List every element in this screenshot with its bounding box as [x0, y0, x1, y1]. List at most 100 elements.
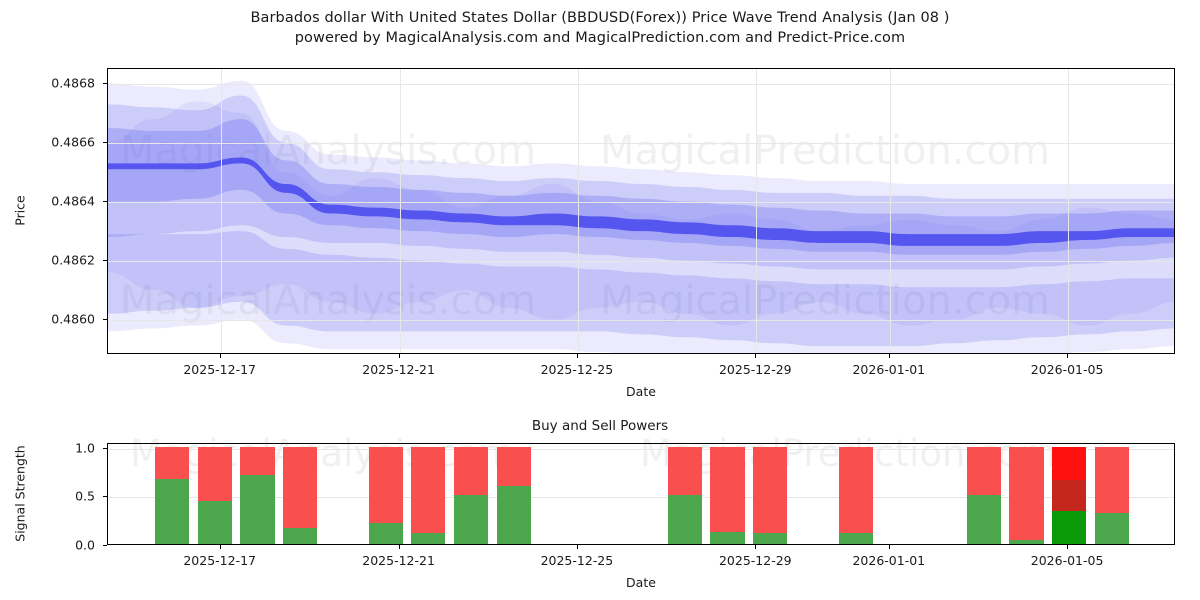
y-tick-label: 0.4862 [51, 252, 95, 268]
x-tick-mark [576, 545, 578, 549]
power-chart-title-block: Buy and Sell Powers [0, 418, 1200, 434]
sell-power-segment [240, 446, 275, 476]
x-tick-mark [888, 545, 890, 549]
y-tick-mark [103, 82, 107, 84]
power-bar[interactable] [966, 446, 1001, 544]
power-bar[interactable] [838, 446, 873, 544]
sell-power-segment [1009, 446, 1044, 541]
buy-power-segment [411, 533, 446, 544]
price-wave-plot-area [107, 68, 1175, 354]
x-tick-label: 2025-12-21 [362, 362, 435, 377]
buy-power-segment [1094, 512, 1129, 544]
band-core [108, 157, 1174, 246]
buy-power-segment [966, 495, 1001, 544]
power-x-axis-label: Date [626, 575, 656, 590]
y-tick-mark [103, 545, 107, 546]
sell-power-segment [454, 446, 489, 496]
x-tick-label: 2025-12-25 [540, 553, 614, 568]
buy-power-segment [496, 485, 531, 544]
y-tick-label: 0.5 [75, 488, 95, 504]
gridline-vertical [889, 69, 891, 353]
sell-power-segment [411, 446, 446, 534]
y-tick-mark [103, 200, 107, 202]
power-bar[interactable] [240, 446, 275, 544]
x-tick-mark [219, 354, 221, 358]
power-bar[interactable] [1009, 446, 1044, 544]
power-bar[interactable] [197, 446, 232, 544]
sell-power-segment [154, 446, 190, 479]
wave-envelope-2 [108, 101, 1174, 326]
gridline-horizontal [108, 142, 1174, 144]
buy-power-segment [454, 495, 489, 544]
power-bar[interactable] [1052, 446, 1087, 544]
gridline-horizontal [108, 260, 1174, 262]
buy-sell-power-plot-area [107, 443, 1175, 545]
sell-power-segment [966, 446, 1001, 496]
power-bar[interactable] [411, 446, 446, 544]
gridline-horizontal [108, 319, 1174, 321]
x-tick-label: 2025-12-29 [718, 362, 792, 377]
sell-power-segment [283, 446, 318, 528]
gridline-vertical [220, 69, 222, 353]
price-x-axis-label: Date [626, 384, 656, 399]
buy-power-segment [838, 533, 873, 544]
x-tick-mark [755, 545, 757, 549]
buy-power-segment [710, 532, 745, 544]
x-tick-label: 2026-01-05 [1030, 362, 1104, 377]
figure-title: Barbados dollar With United States Dolla… [0, 8, 1200, 48]
power-bar[interactable] [667, 446, 702, 544]
y-tick-mark [103, 496, 107, 498]
buy-power-segment [283, 527, 318, 544]
power-bar[interactable] [710, 446, 745, 544]
gridline-horizontal [108, 448, 1174, 450]
y-tick-mark [103, 141, 107, 143]
x-tick-mark [1067, 354, 1069, 358]
sell-power-segment [197, 446, 232, 502]
gridline-vertical [577, 69, 579, 353]
power-bar[interactable] [753, 446, 788, 544]
sell-power-segment [496, 446, 531, 486]
buy-power-segment [1009, 540, 1044, 544]
power-bar[interactable] [368, 446, 403, 544]
y-tick-label: 0.4866 [51, 134, 95, 150]
gridline-horizontal [108, 497, 1174, 499]
buy-power-segment [240, 475, 275, 544]
x-tick-label: 2025-12-17 [183, 553, 257, 568]
sell-power-segment [368, 446, 403, 523]
x-tick-label: 2026-01-01 [852, 362, 926, 377]
y-tick-label: 0.4860 [51, 311, 95, 327]
x-tick-label: 2025-12-17 [183, 362, 257, 377]
x-tick-label: 2026-01-01 [852, 553, 926, 568]
price-wave-bands [108, 80, 1174, 353]
band-outer-upper [108, 95, 1174, 270]
x-tick-mark [398, 545, 400, 549]
sell-power-highlight-segment [1052, 446, 1087, 480]
power-bar[interactable] [283, 446, 318, 544]
title-line-2: powered by MagicalAnalysis.com and Magic… [294, 30, 906, 46]
power-bar[interactable] [154, 446, 190, 544]
power-y-axis-label: Signal Strength [12, 445, 28, 542]
buy-power-segment [753, 533, 788, 544]
buy-power-segment [368, 522, 403, 544]
wave-envelope-1 [108, 80, 1174, 353]
x-tick-mark [398, 354, 400, 358]
gridline-horizontal [108, 201, 1174, 203]
gridline-vertical [756, 69, 758, 353]
power-bar[interactable] [454, 446, 489, 544]
gridline-vertical [1068, 69, 1070, 353]
x-tick-label: 2025-12-29 [718, 553, 792, 568]
x-tick-label: 2025-12-25 [540, 362, 614, 377]
power-bar[interactable] [496, 446, 531, 544]
price-y-axis-label: Price [12, 195, 28, 226]
y-tick-mark [103, 318, 107, 320]
gridline-horizontal [108, 83, 1174, 85]
y-tick-mark [103, 259, 107, 261]
sell-power-segment [710, 446, 745, 533]
sell-power-segment [753, 446, 788, 534]
x-tick-mark [219, 545, 221, 549]
y-tick-label: 0.0 [75, 537, 95, 553]
y-tick-label: 1.0 [75, 440, 95, 456]
power-bar[interactable] [1094, 446, 1129, 544]
x-tick-label: 2025-12-21 [362, 553, 435, 568]
